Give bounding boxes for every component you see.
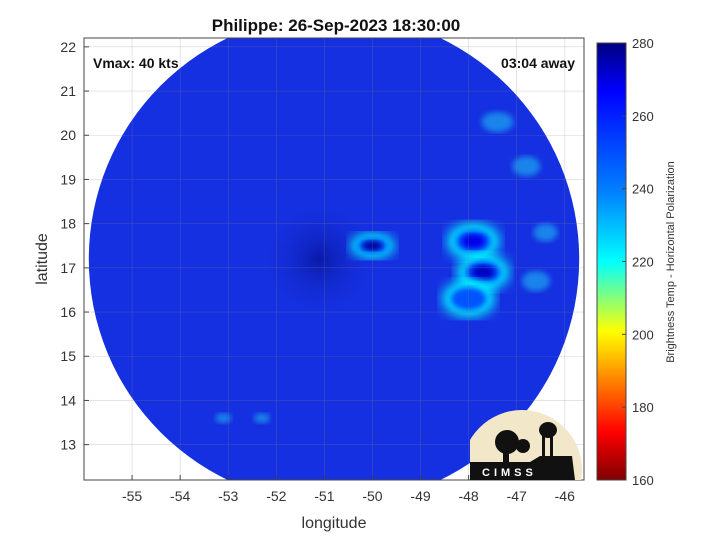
x-tick-label: -49 (410, 488, 430, 504)
colorbar-ticks: 160 180 200 220 240 260 280 (622, 36, 654, 488)
eye-region (259, 199, 380, 319)
time-away-annotation: 03:04 away (501, 55, 575, 71)
x-tick-label: -52 (266, 488, 286, 504)
colorbar-tick-label: 240 (632, 182, 654, 197)
plot-area: -55 -54 -53 -52 -51 -50 -49 -48 -47 -46 131415161… (60, 37, 585, 504)
colorbar-tick-label: 200 (632, 327, 654, 342)
colorbar-tick-label: 220 (632, 255, 654, 270)
warm-patch (481, 111, 514, 132)
plot-frame (83, 37, 585, 481)
warm-patch (512, 156, 541, 177)
convective-feature-2 (447, 223, 500, 260)
cimss-logo-text: CIMSS (482, 467, 537, 479)
convective-feature-1 (350, 233, 395, 258)
x-tick-label: -54 (170, 488, 190, 504)
x-tick-label: -51 (314, 488, 334, 504)
y-tick-label: 18 (60, 216, 76, 232)
warm-patch (215, 413, 232, 424)
warm-patch (533, 223, 558, 242)
convective-feature-4 (442, 280, 495, 317)
y-tick-label: 15 (60, 348, 76, 364)
grid-lines (84, 38, 584, 480)
y-axis-label: latitude (34, 233, 51, 285)
colorbar-tick-label: 260 (632, 109, 654, 124)
x-axis-label: longitude (302, 515, 367, 532)
colorbar-tick-label: 280 (632, 36, 654, 51)
y-axis-ticks: 13 14 15 16 17 18 19 20 21 22 (60, 39, 89, 453)
x-tick-label: -48 (458, 488, 478, 504)
y-tick-label: 22 (60, 39, 76, 55)
y-tick-label: 20 (60, 127, 76, 143)
y-tick-label: 14 (60, 392, 76, 408)
chart-title: Philippe: 26-Sep-2023 18:30:00 (212, 16, 461, 35)
colorbar-label: Brightness Temp - Horizontal Polarizatio… (665, 161, 677, 363)
warm-patch (521, 271, 550, 292)
y-tick-label: 16 (60, 304, 76, 320)
x-tick-label: -47 (507, 488, 527, 504)
x-tick-label: -46 (555, 488, 575, 504)
warm-patch (253, 413, 270, 424)
colorbar: 160 180 200 220 240 260 280 Brightness Temp - … (596, 36, 677, 488)
swath-features (215, 111, 558, 424)
colorbar-tick-label: 180 (632, 400, 654, 415)
x-axis-ticks: -55 -54 -53 -52 -51 -50 -49 -48 -47 -46 (122, 475, 575, 504)
cimss-logo: CIMSS (470, 410, 582, 480)
x-tick-label: -55 (122, 488, 142, 504)
colorbar-gradient (596, 42, 627, 481)
y-tick-label: 13 (60, 437, 76, 453)
y-tick-label: 21 (60, 83, 76, 99)
y-tick-label: 19 (60, 171, 76, 187)
colorbar-tick-label: 160 (632, 473, 654, 488)
vmax-annotation: Vmax: 40 kts (93, 55, 179, 71)
x-tick-label: -50 (362, 488, 382, 504)
x-tick-label: -53 (218, 488, 238, 504)
y-tick-label: 17 (60, 260, 76, 276)
